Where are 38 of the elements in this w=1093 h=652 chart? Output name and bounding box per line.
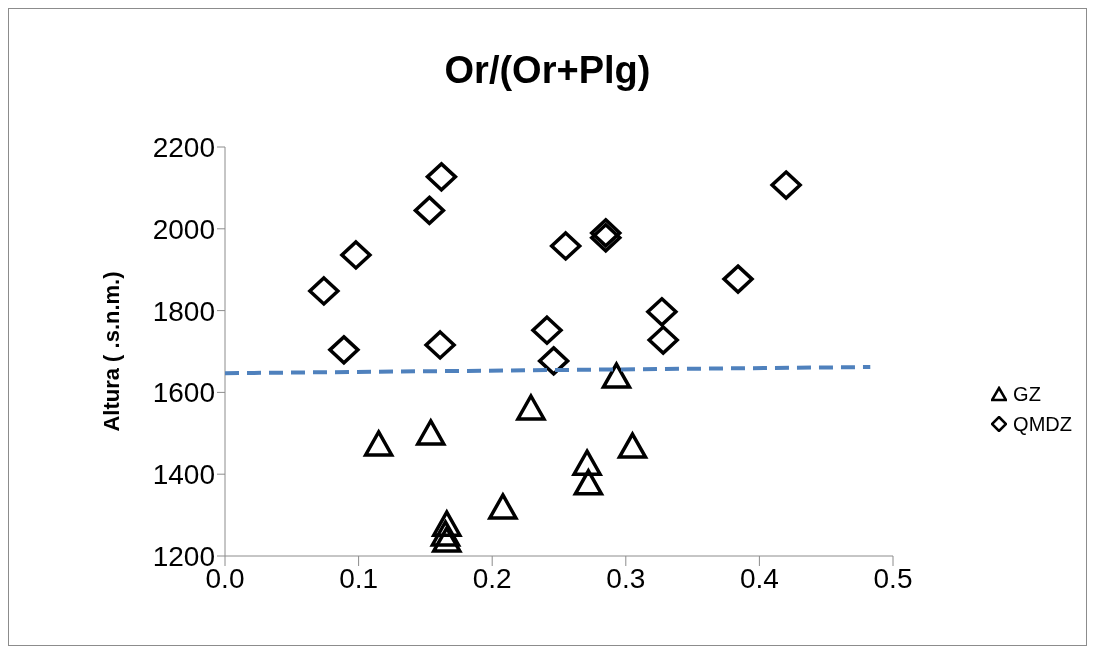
point <box>432 526 462 553</box>
point <box>308 276 340 306</box>
point <box>647 325 679 355</box>
x-tick-label: 0.4 <box>739 562 779 594</box>
point <box>573 469 604 496</box>
point <box>572 449 602 476</box>
legend-label: QMDZ <box>1013 412 1072 436</box>
legend-label: GZ <box>1013 382 1041 406</box>
y-tick-label: 1800 <box>152 295 215 327</box>
point <box>601 362 632 389</box>
y-tick-label: 1400 <box>152 459 215 491</box>
x-tick-label: 0.3 <box>606 562 646 594</box>
point <box>424 330 456 360</box>
point <box>430 520 461 547</box>
point <box>488 493 518 520</box>
point <box>537 346 570 376</box>
point <box>531 315 563 345</box>
point <box>425 162 458 192</box>
y-axis-title: Altura ( .s.n.m.) <box>98 271 124 432</box>
point <box>363 430 394 457</box>
point <box>415 419 446 446</box>
point <box>516 394 546 421</box>
y-tick-label: 1600 <box>152 377 215 409</box>
point <box>413 195 446 226</box>
chart-title: Or/(Or+Plg) <box>443 49 652 92</box>
x-tick-label: 0.2 <box>472 562 512 594</box>
x-tick-label: 0.5 <box>873 562 913 594</box>
point <box>617 432 648 459</box>
point <box>549 231 582 261</box>
point <box>770 170 802 200</box>
point <box>432 510 462 537</box>
point <box>340 240 372 270</box>
y-tick-label: 2200 <box>152 131 215 163</box>
x-tick-label: 0.1 <box>339 562 379 594</box>
point <box>328 335 360 365</box>
point <box>722 264 754 294</box>
point <box>646 297 678 327</box>
y-tick-label: 2000 <box>152 213 215 245</box>
